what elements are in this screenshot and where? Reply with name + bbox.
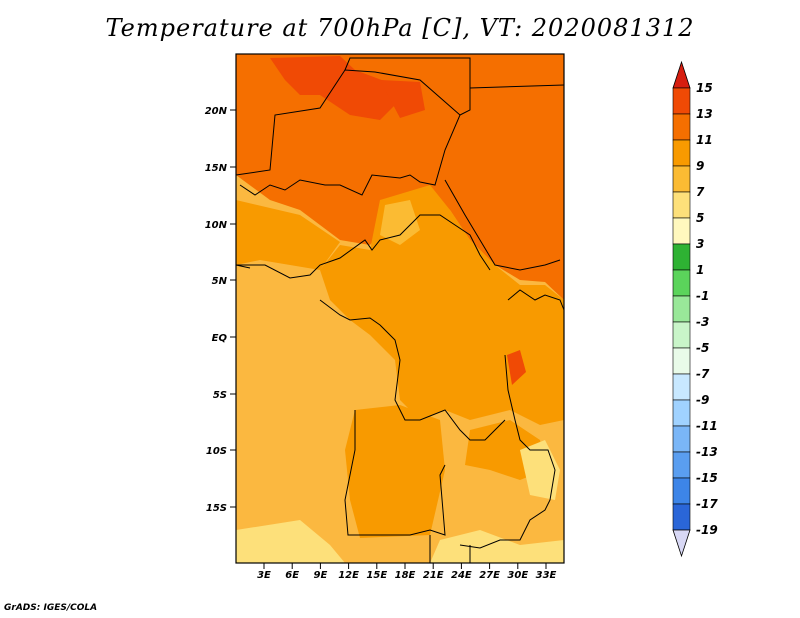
colorbar-label--15: -15 [696, 471, 718, 485]
temp-zone-13-15-b [380, 80, 425, 118]
colorbar-label--11: -11 [696, 419, 718, 433]
colorbar-label--1: -1 [696, 289, 709, 303]
central-borders [236, 214, 491, 279]
colorbar-label-7: 7 [696, 185, 705, 199]
lat-label-10S: 10S [206, 446, 227, 457]
chart-title: Temperature at 700hPa [C], VT: 202008131… [105, 14, 695, 42]
lat-label-5S: 5S [213, 390, 227, 401]
lon-label-30E: 30E [507, 570, 528, 581]
map-frame [235, 53, 565, 564]
colorbar-label--3: -3 [696, 315, 709, 329]
colorbar-swatch-2 [672, 139, 691, 167]
congo-borders [319, 299, 506, 441]
colorbar-swatch-7 [672, 269, 691, 297]
colorbar-swatch-3 [672, 165, 691, 193]
colorbar-swatch-10 [672, 347, 691, 375]
temp-zone-5-7-s [430, 530, 564, 563]
latitude-axis: 20N 15N 10N 5N EQ 5S 10S 15S [205, 106, 236, 514]
colorbar-swatch-5 [672, 217, 691, 245]
libya-borders [344, 57, 471, 116]
temp-zone-7-9-center [380, 200, 420, 245]
colorbar-bottom-cap [672, 529, 691, 558]
lon-label-33E: 33E [536, 570, 557, 581]
angola-borders [344, 410, 446, 536]
colorbar-swatch-12 [672, 399, 691, 427]
lon-label-24E: 24E [451, 570, 472, 581]
colorbar-swatch-11 [672, 373, 691, 401]
colorbar-label-15: 15 [696, 81, 713, 95]
colorbar-label-13: 13 [696, 107, 713, 121]
colorbar-swatch-4 [672, 191, 691, 219]
temp-zone-5-7-sw [236, 520, 345, 563]
lon-label-18E: 18E [395, 570, 416, 581]
colorbar: 15 13 11 9 7 5 3 1 -1 -3 -5 -7 -9 -11 -13 -15 -17 -19 [672, 60, 718, 558]
lat-label-EQ: EQ [212, 333, 228, 344]
temp-zone-9-11-south [345, 405, 445, 538]
colorbar-label-11: 11 [696, 133, 713, 147]
colorbar-swatch-9 [672, 321, 691, 349]
temp-zone-9-11-west [236, 200, 340, 270]
colorbar-swatch-14 [672, 451, 691, 479]
colorbar-label--17: -17 [696, 497, 718, 511]
sahel-borders [235, 69, 461, 196]
colorbar-swatch-15 [672, 477, 691, 505]
temperature-field [236, 54, 564, 563]
lon-label-27E: 27E [479, 570, 500, 581]
colorbar-swatch-16 [672, 503, 691, 531]
colorbar-label--9: -9 [696, 393, 709, 407]
colorbar-label--5: -5 [696, 341, 709, 355]
chad-sudan-border [444, 179, 561, 271]
colorbar-label--7: -7 [696, 367, 710, 381]
lon-label-15E: 15E [366, 570, 387, 581]
colorbar-label--13: -13 [696, 445, 718, 459]
colorbar-top-cap [672, 60, 691, 89]
colorbar-swatch-0 [672, 87, 691, 115]
temp-hotspot-lakes [507, 350, 526, 385]
lat-label-5N: 5N [212, 276, 228, 287]
colorbar-label-3: 3 [696, 237, 704, 251]
colorbar-swatch-1 [672, 113, 691, 141]
grads-credit: GrADS: IGES/COLA [4, 603, 98, 613]
rift-borders [459, 354, 556, 549]
lat-label-10N: 10N [205, 220, 228, 231]
colorbar-label-1: 1 [696, 263, 704, 277]
colorbar-label-9: 9 [696, 159, 704, 173]
lon-label-21E: 21E [423, 570, 444, 581]
temp-zone-11-13 [236, 54, 564, 300]
lat-label-15S: 15S [206, 503, 227, 514]
longitude-axis: 3E 6E 9E 12E 15E 18E 21E 24E 27E 30E 33E [257, 563, 557, 581]
colorbar-label-5: 5 [696, 211, 704, 225]
colorbar-swatch-8 [672, 295, 691, 323]
lon-label-3E: 3E [257, 570, 271, 581]
colorbar-swatch-6 [672, 243, 691, 271]
colorbar-swatch-13 [672, 425, 691, 453]
east-africa-border [507, 289, 565, 311]
country-borders [235, 57, 565, 563]
temp-zone-9-11 [320, 185, 564, 425]
lon-label-12E: 12E [338, 570, 359, 581]
colorbar-label--19: -19 [696, 523, 718, 537]
gulf-coast [235, 264, 251, 269]
lat-label-20N: 20N [205, 106, 228, 117]
temp-zone-13-15 [270, 56, 400, 120]
lon-label-9E: 9E [314, 570, 328, 581]
lon-label-6E: 6E [285, 570, 299, 581]
lat-label-15N: 15N [205, 163, 228, 174]
egypt-sudan-border [469, 84, 565, 89]
